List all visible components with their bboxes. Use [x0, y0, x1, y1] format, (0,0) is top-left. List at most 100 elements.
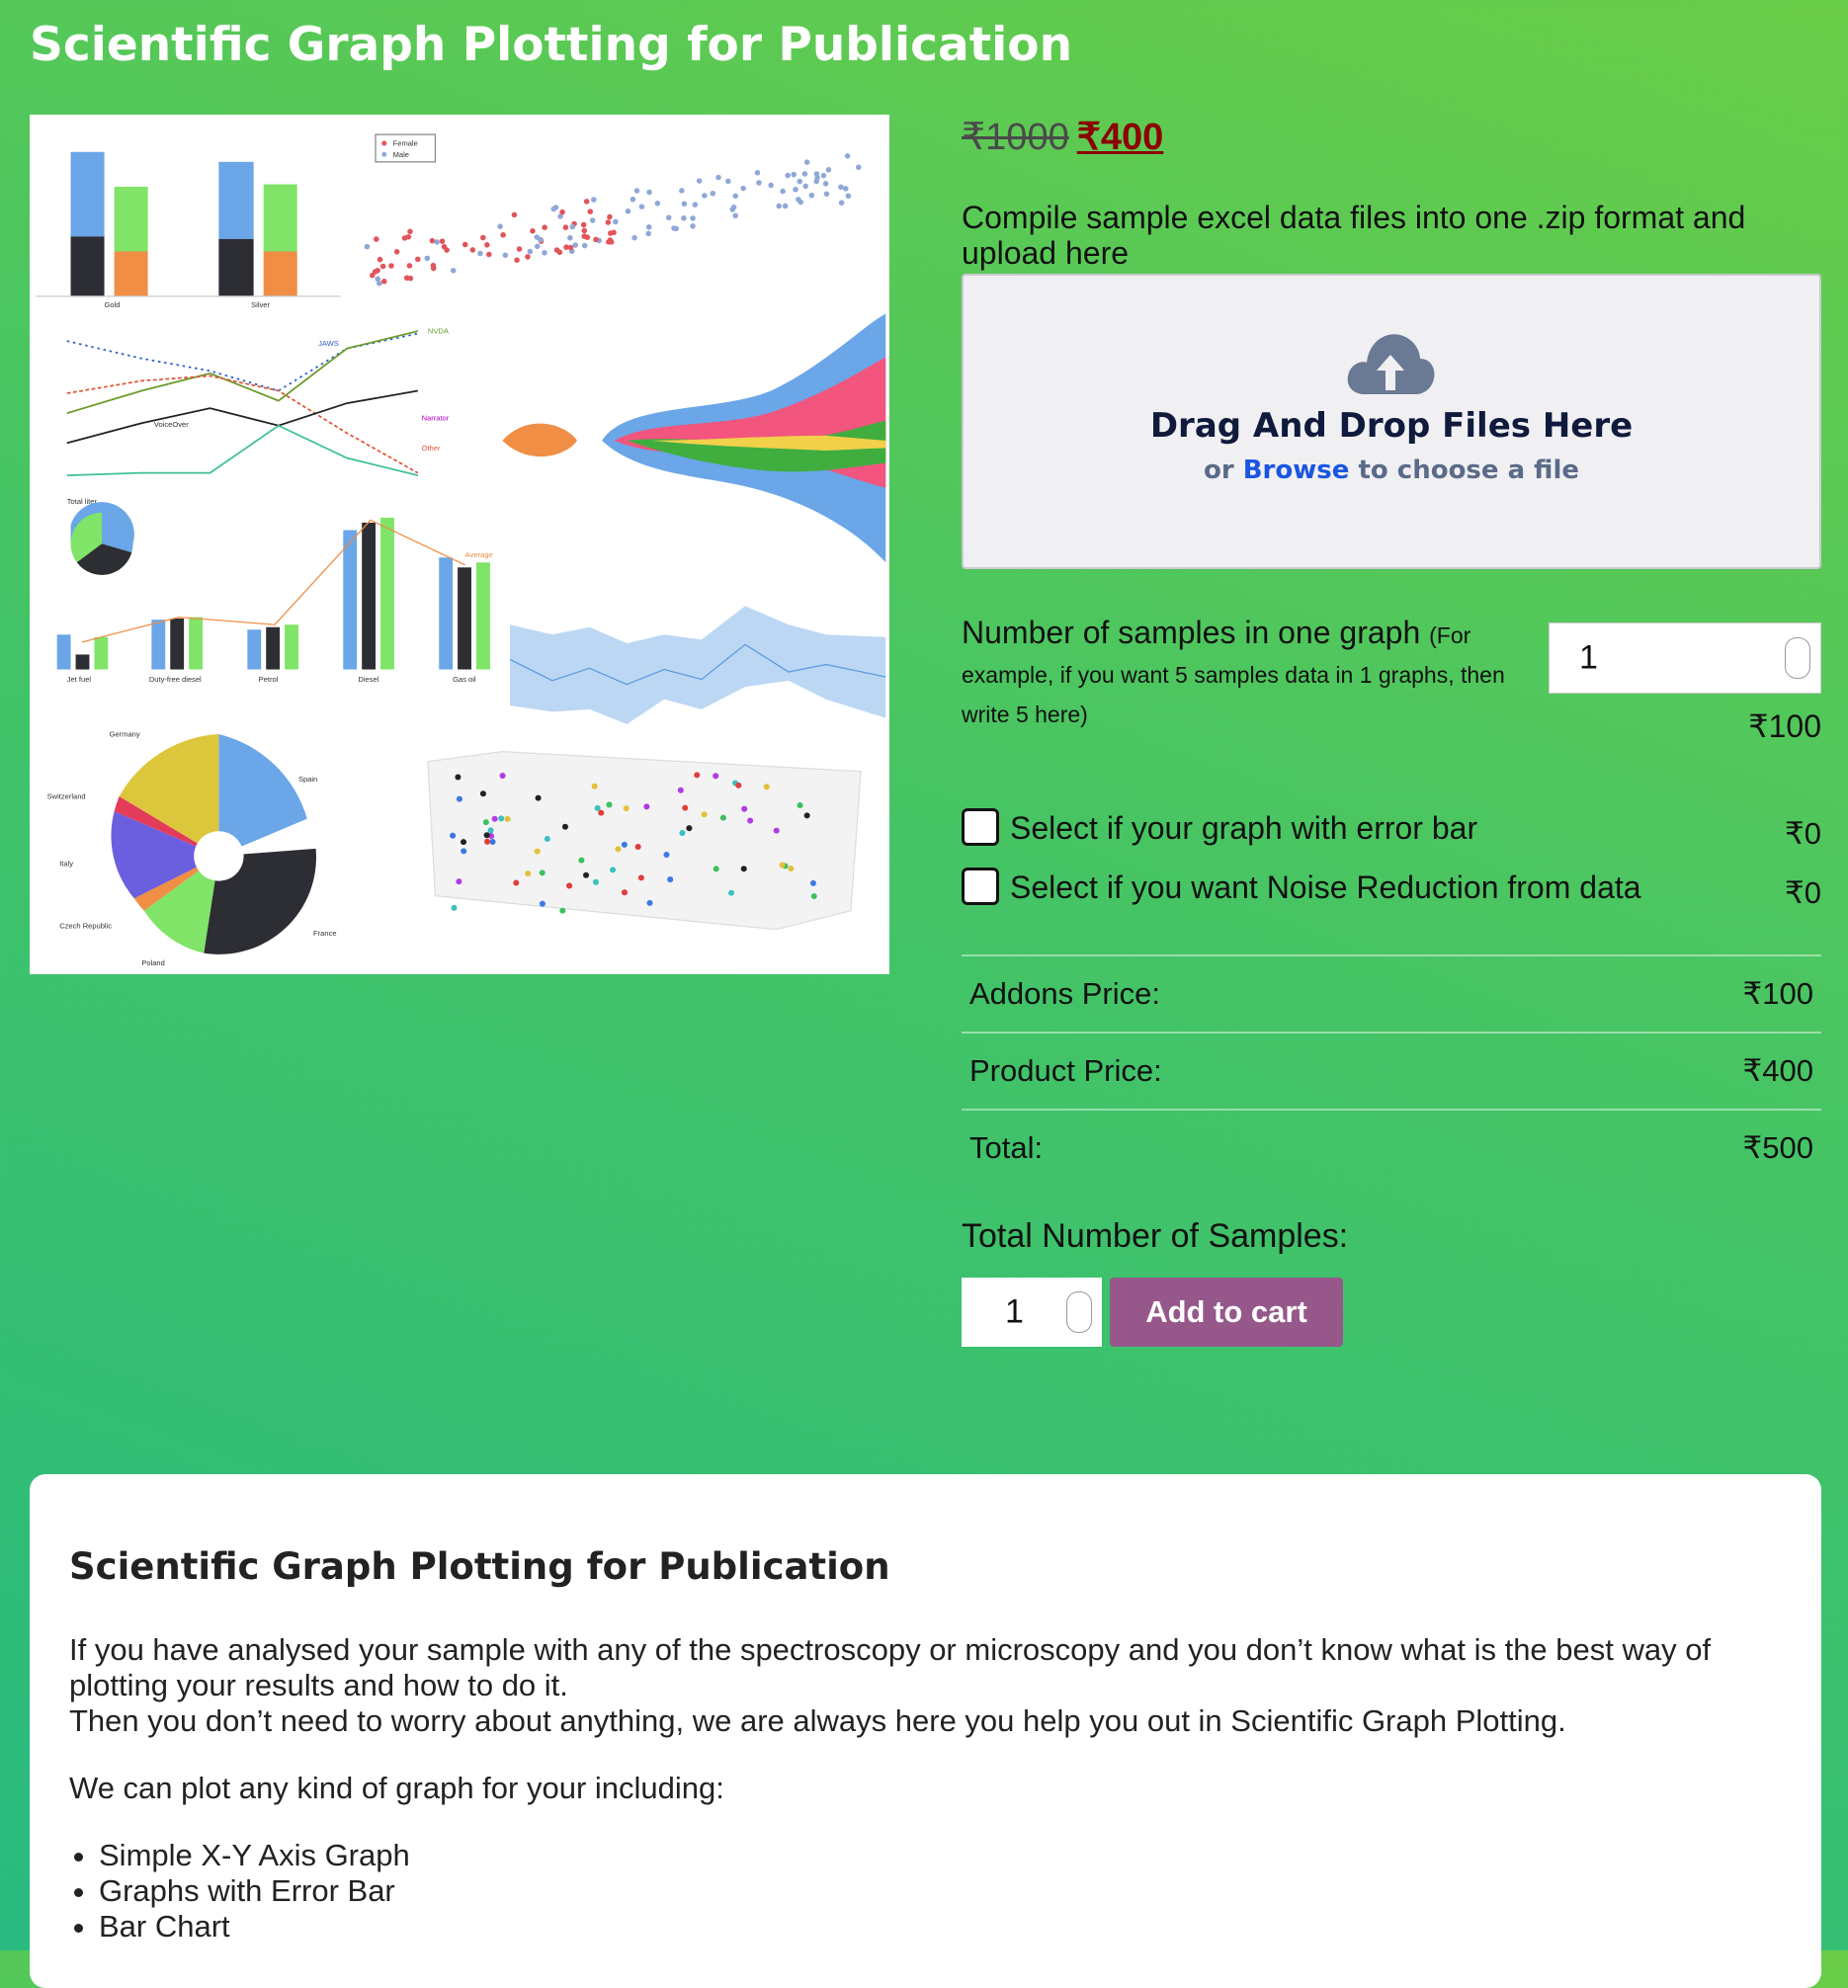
- decor: [713, 866, 719, 872]
- decor: [589, 217, 596, 223]
- decor: [462, 241, 468, 248]
- decor: [598, 809, 605, 816]
- decor: [735, 782, 742, 788]
- decor: [484, 838, 491, 845]
- decor: [480, 234, 486, 241]
- decor: [696, 178, 703, 184]
- decor: [730, 205, 737, 210]
- decor: [513, 879, 520, 886]
- image-label: Czech Republic: [59, 921, 112, 930]
- paragraph: We can plot any kind of graph for your i…: [69, 1771, 724, 1805]
- add-to-cart-button[interactable]: Add to cart: [1110, 1278, 1343, 1347]
- decor: [475, 562, 490, 670]
- chart-collage: Gold Silver Female Male NVDA JAWS VoiceO…: [36, 133, 886, 967]
- decor: [381, 140, 387, 146]
- decor: [509, 643, 886, 686]
- decor: [710, 190, 716, 197]
- upload-instruction: Compile sample excel data files into one…: [962, 200, 1746, 271]
- decor: [793, 186, 798, 193]
- decor: [587, 208, 594, 214]
- spinner[interactable]: [1785, 637, 1810, 679]
- decor: [776, 203, 782, 209]
- summary-value: ₹400: [1742, 1053, 1813, 1088]
- checkbox[interactable]: [962, 808, 999, 846]
- decor: [487, 827, 494, 834]
- decor: [605, 219, 612, 225]
- image-label: France: [313, 929, 337, 938]
- decor: [114, 187, 148, 252]
- decor: [768, 182, 774, 189]
- decor: [266, 626, 281, 670]
- decor: [797, 178, 803, 185]
- decor: [484, 242, 490, 248]
- decor: [562, 224, 569, 230]
- decor: [580, 221, 587, 228]
- image-label: Spain: [298, 775, 317, 784]
- upload-icon: [1347, 334, 1435, 394]
- decor: [559, 907, 566, 914]
- decor: [483, 832, 490, 839]
- decor: [170, 618, 185, 670]
- decor: [569, 223, 576, 230]
- browse-link[interactable]: Browse: [1242, 456, 1350, 485]
- decor: [414, 256, 421, 263]
- quantity-input[interactable]: 1: [962, 1278, 1102, 1347]
- checkbox[interactable]: [962, 868, 999, 905]
- decor: [66, 374, 419, 474]
- decor: [525, 254, 531, 260]
- summary-label: Addons Price:: [969, 976, 1160, 1011]
- decor: [430, 265, 437, 272]
- addon-label[interactable]: Select if your graph with error bar: [1010, 810, 1478, 846]
- decor: [845, 193, 852, 200]
- decor: [429, 237, 436, 244]
- decor: [631, 234, 637, 241]
- price: ₹1000 ₹400: [962, 115, 1163, 159]
- image-label: Poland: [141, 958, 165, 967]
- samples-text: Number of samples in one graph: [962, 615, 1421, 650]
- divider: [962, 1032, 1821, 1034]
- decor: [534, 234, 541, 240]
- decor: [66, 424, 419, 477]
- summary-label: Total:: [969, 1130, 1044, 1165]
- decor: [801, 171, 808, 177]
- decor: [763, 784, 770, 790]
- spinner[interactable]: [1066, 1291, 1092, 1333]
- decor: [823, 191, 830, 198]
- decor: [539, 900, 546, 907]
- decor: [797, 801, 803, 809]
- samples-input[interactable]: 1: [1549, 622, 1821, 694]
- decor: [581, 233, 587, 239]
- decor: [539, 870, 546, 876]
- addon-price: ₹0: [1785, 875, 1821, 910]
- decor: [782, 203, 789, 209]
- decor: [727, 889, 735, 896]
- decor: [623, 805, 630, 812]
- decor: [461, 848, 467, 855]
- decor: [572, 242, 579, 248]
- decor: [477, 250, 483, 257]
- original-price: ₹1000: [962, 117, 1069, 158]
- decor: [372, 269, 378, 275]
- samples-value: 1: [1579, 638, 1598, 677]
- decor: [114, 251, 148, 296]
- decor: [625, 207, 631, 214]
- addon-label[interactable]: Select if you want Noise Reduction from …: [1010, 870, 1641, 905]
- decor: [439, 238, 446, 244]
- decor: [479, 790, 486, 797]
- decor: [393, 249, 400, 255]
- decor: [610, 867, 617, 873]
- decor: [809, 879, 816, 886]
- decor: [285, 624, 298, 670]
- decor: [263, 251, 297, 296]
- image-label: Germany: [110, 730, 140, 739]
- decor: [444, 247, 450, 253]
- decor: [66, 389, 418, 445]
- upload-dropzone[interactable]: Drag And Drop Files Here or Browse to ch…: [962, 274, 1821, 569]
- decor: [754, 170, 761, 176]
- decor: [450, 772, 817, 914]
- decor: [694, 772, 701, 779]
- decor: [563, 244, 569, 250]
- decor: [607, 237, 614, 243]
- upload-subtext: or Browse to choose a file: [964, 456, 1819, 485]
- decor: [567, 244, 574, 251]
